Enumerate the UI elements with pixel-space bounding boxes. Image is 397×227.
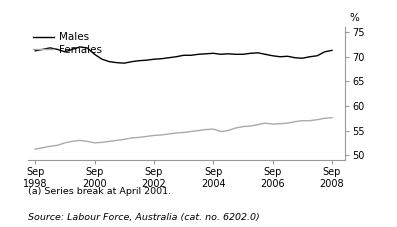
Males [307,55,312,58]
Males [48,47,52,49]
Females [255,123,260,126]
Females [315,118,320,121]
Males [189,54,193,57]
Females [226,129,231,132]
Males [255,52,260,54]
Females [285,122,290,125]
Females [248,125,253,128]
Males [70,48,75,51]
Females [100,141,104,144]
Males [226,52,231,55]
Males [248,52,253,55]
Males [196,53,201,56]
Males [85,47,90,49]
Males [233,53,238,56]
Females [233,127,238,129]
Females [270,123,275,126]
Females [144,135,149,138]
Females [92,141,97,144]
Males [62,50,67,53]
Males [293,56,297,59]
Males [77,46,82,48]
Females [62,141,67,144]
Females [85,140,90,143]
Females [55,144,60,147]
Males [92,53,97,56]
Text: Source: Labour Force, Australia (cat. no. 6202.0): Source: Labour Force, Australia (cat. no… [28,213,260,222]
Line: Females: Females [35,118,332,149]
Text: %: % [349,13,359,23]
Males [181,54,186,57]
Females [300,119,305,122]
Males [144,59,149,62]
Males [100,58,104,61]
Females [241,125,245,128]
Females [77,139,82,142]
Females [293,120,297,123]
Females [278,122,283,125]
Males [285,55,290,58]
Females [211,128,216,130]
Females [122,138,127,141]
Males [166,56,171,59]
Males [159,57,164,60]
Females [174,132,179,134]
Males [107,60,112,63]
Females [307,119,312,122]
Males [137,59,141,62]
Males [33,49,38,52]
Legend: Males, Females: Males, Females [33,32,102,55]
Females [129,137,134,139]
Males [204,52,208,55]
Males [129,60,134,63]
Males [315,54,320,57]
Males [270,54,275,57]
Males [330,49,334,52]
Males [152,58,156,61]
Males [322,50,327,53]
Females [196,129,201,132]
Females [114,139,119,142]
Females [159,133,164,136]
Males [122,62,127,64]
Females [166,133,171,135]
Females [263,122,268,125]
Males [218,53,223,56]
Females [107,140,112,143]
Females [189,130,193,133]
Males [300,57,305,60]
Males [263,53,268,56]
Females [204,128,208,131]
Males [278,55,283,58]
Females [181,131,186,134]
Males [55,48,60,51]
Females [40,146,45,149]
Females [48,145,52,148]
Text: (a) Series break at April 2001.: (a) Series break at April 2001. [28,187,171,196]
Line: Males: Males [35,47,332,63]
Females [330,116,334,119]
Males [40,48,45,51]
Males [211,52,216,55]
Males [174,55,179,58]
Females [137,136,141,139]
Females [33,148,38,151]
Females [218,130,223,133]
Males [114,61,119,64]
Males [241,53,245,56]
Females [152,134,156,137]
Females [70,140,75,143]
Females [322,117,327,120]
